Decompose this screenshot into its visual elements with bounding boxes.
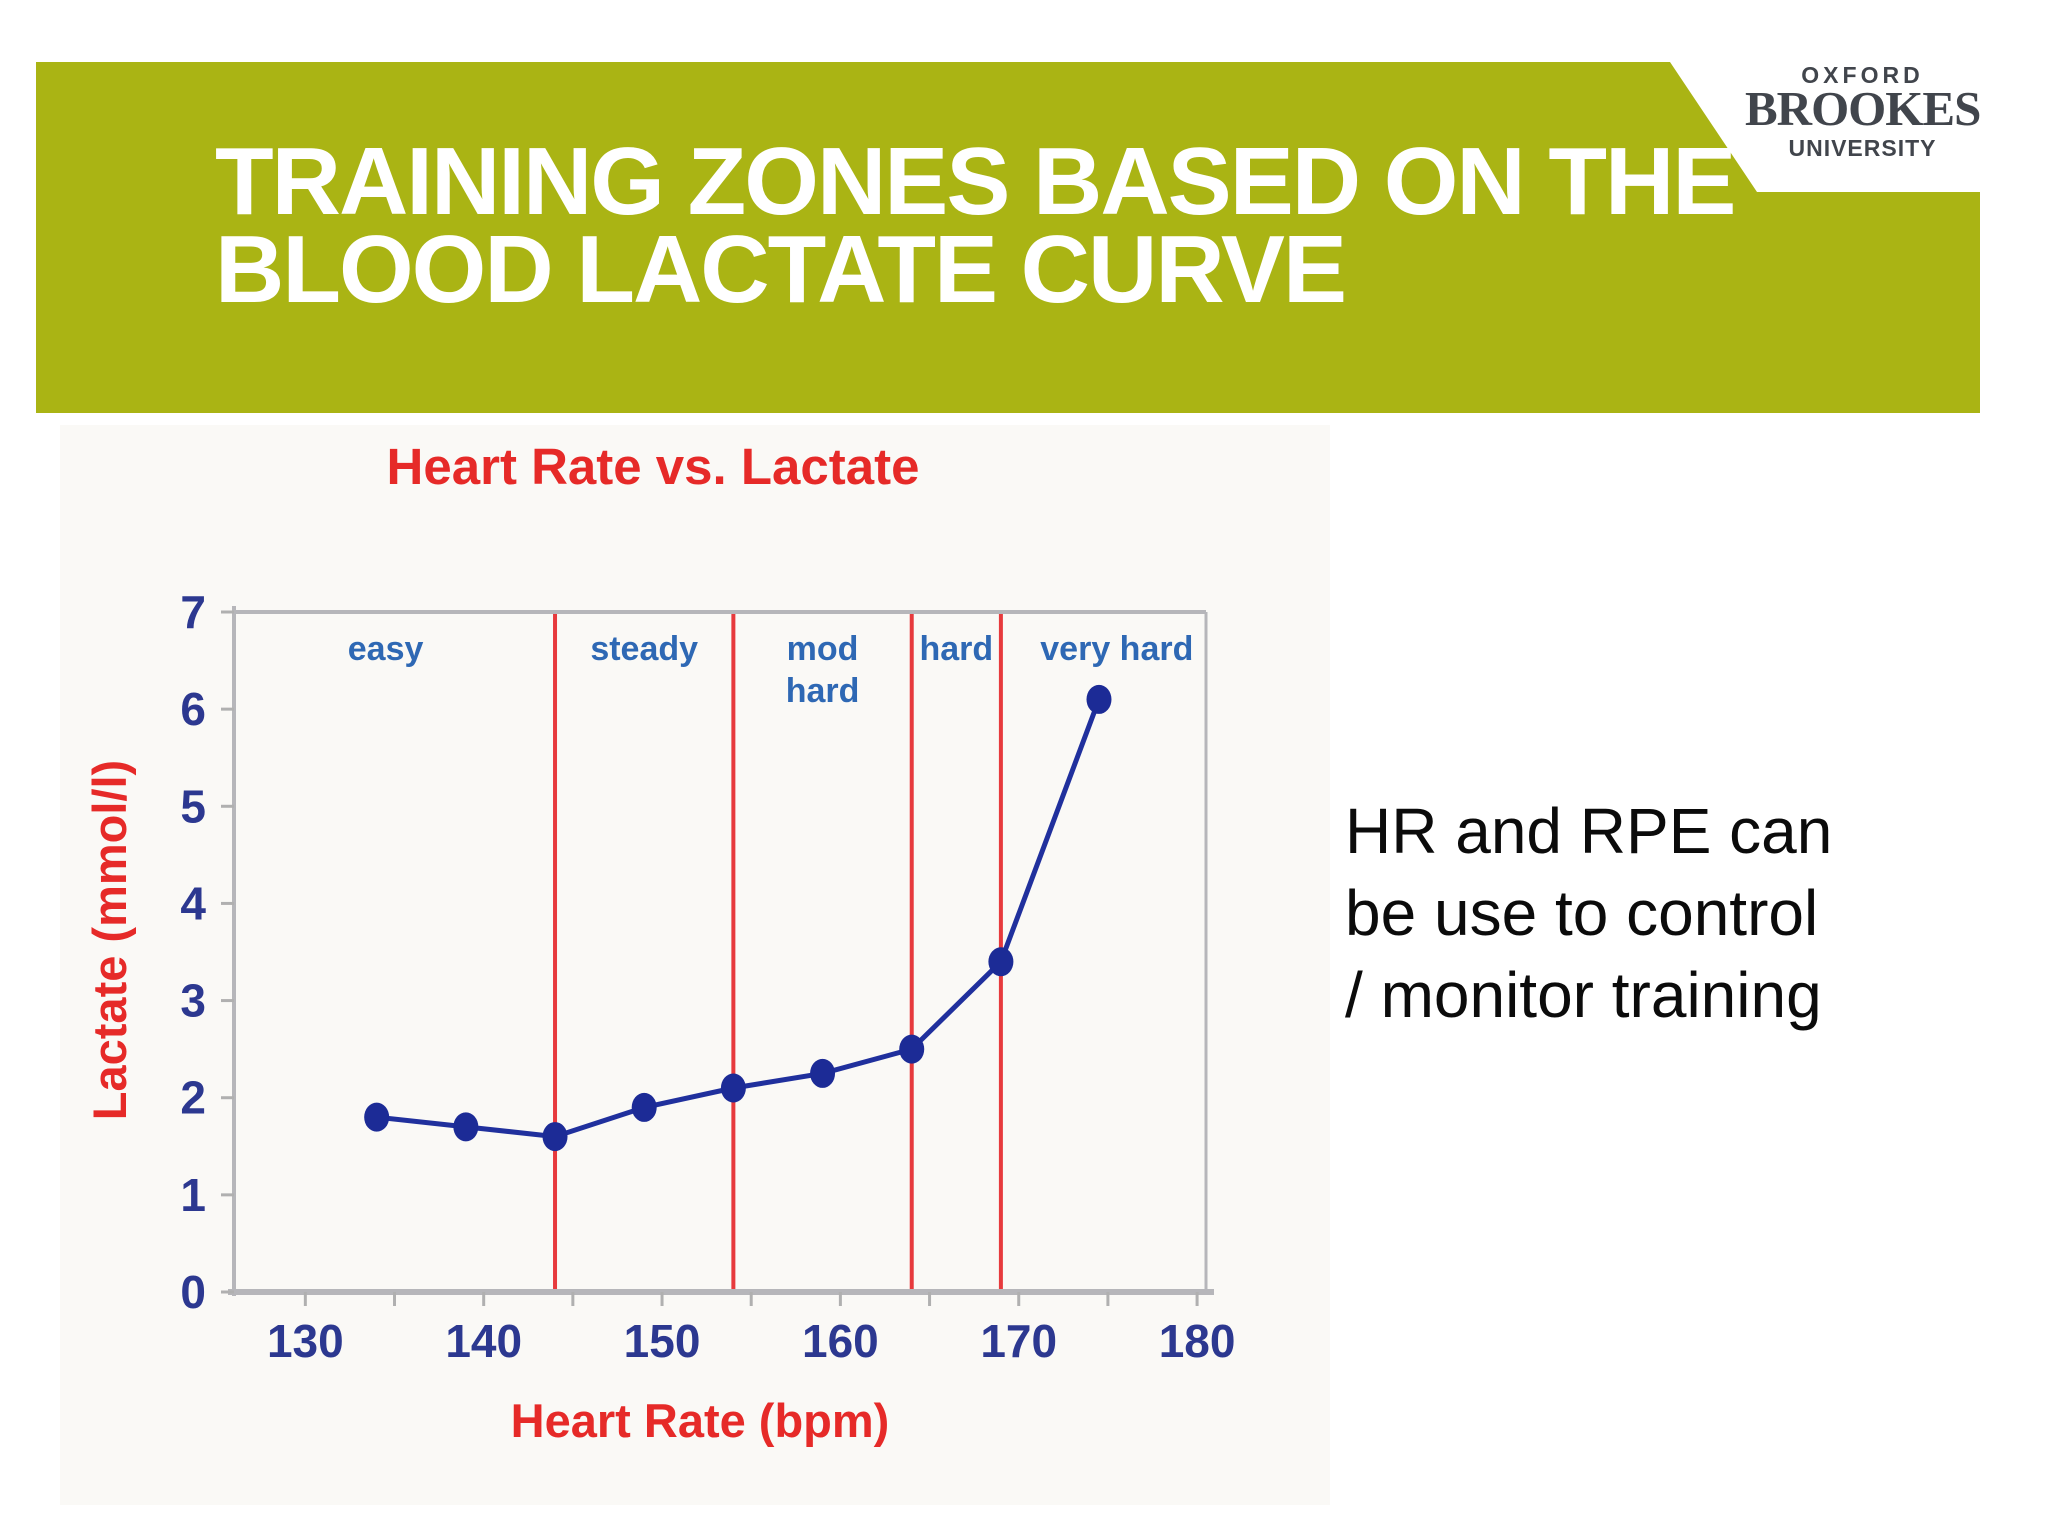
slide-title-line2: BLOOD LACTATE CURVE xyxy=(215,216,1347,323)
x-tick-label: 170 xyxy=(980,1315,1057,1367)
x-tick-label: 160 xyxy=(802,1315,879,1367)
logo-word-university: UNIVERSITY xyxy=(1788,135,1937,161)
zone-label: mod xyxy=(787,630,859,668)
note-line-3: / monitor training xyxy=(1345,959,1822,1031)
y-tick-label: 1 xyxy=(180,1169,206,1221)
chart-title: Heart Rate vs. Lactate xyxy=(386,438,920,495)
note-line-2: be use to control xyxy=(1345,877,1819,949)
y-tick-label: 6 xyxy=(180,683,206,735)
logo-word-oxford: OXFORD xyxy=(1801,62,1924,88)
data-point xyxy=(720,1073,746,1103)
x-tick-label: 130 xyxy=(267,1315,344,1367)
y-tick-label: 7 xyxy=(180,586,206,638)
logo-word-brookes: BROOKES xyxy=(1745,81,1981,136)
zone-label: hard xyxy=(919,630,993,668)
y-tick-label: 3 xyxy=(180,975,206,1027)
zone-label: easy xyxy=(348,630,424,668)
chart-image-background xyxy=(60,425,1330,1505)
data-point xyxy=(364,1102,390,1132)
university-logo: OXFORD BROOKES UNIVERSITY xyxy=(1745,0,1981,200)
zone-label: very hard xyxy=(1040,630,1193,668)
data-point xyxy=(453,1112,479,1142)
y-axis-title: Lactate (mmol/l) xyxy=(83,760,136,1120)
series-line xyxy=(376,698,1102,1140)
data-point xyxy=(1086,684,1112,714)
data-point xyxy=(988,947,1014,977)
x-tick-label: 150 xyxy=(624,1315,701,1367)
slide-title: TRAINING ZONES BASED ON THE BLOOD LACTAT… xyxy=(215,128,1736,323)
y-tick-label: 5 xyxy=(180,780,206,832)
x-tick-label: 140 xyxy=(445,1315,522,1367)
data-point xyxy=(631,1092,657,1122)
note-text: HR and RPE can be use to control / monit… xyxy=(1345,790,1832,1036)
data-point xyxy=(542,1122,568,1152)
zone-label: steady xyxy=(590,630,698,668)
y-tick-label: 2 xyxy=(180,1072,206,1124)
x-tick-label: 180 xyxy=(1159,1315,1236,1367)
note-line-1: HR and RPE can xyxy=(1345,795,1833,867)
x-axis-title: Heart Rate (bpm) xyxy=(511,1394,890,1447)
y-tick-label: 4 xyxy=(180,877,206,929)
banner-shape xyxy=(36,62,1980,413)
data-point xyxy=(810,1058,836,1088)
zone-label: hard xyxy=(786,672,860,710)
slide-title-line1: TRAINING ZONES BASED ON THE xyxy=(215,128,1736,235)
y-tick-label: 0 xyxy=(180,1266,206,1318)
data-point xyxy=(899,1034,925,1064)
